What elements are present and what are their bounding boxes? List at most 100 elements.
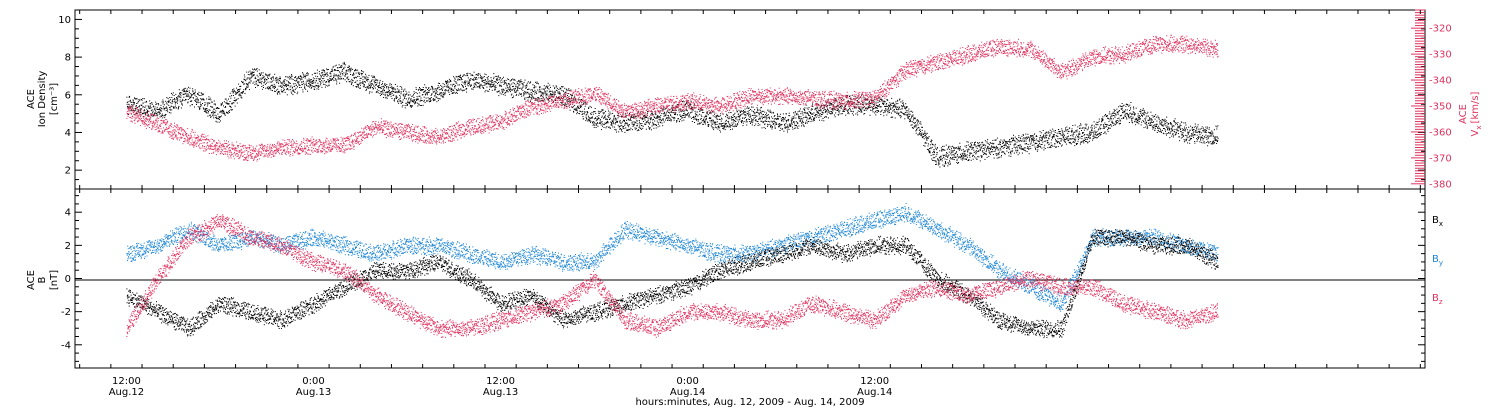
ion-density-series-point [700, 109, 702, 111]
ion-density-series-point [530, 96, 532, 98]
ion-density-series-point [948, 147, 950, 149]
ion-density-series-point [518, 92, 520, 94]
ion-density-series-point [306, 75, 308, 77]
ion-density-series-point [903, 113, 905, 114]
ion-density-series-point [931, 140, 933, 141]
ion-density-series-point [261, 80, 263, 82]
ion-density-series-point [585, 118, 587, 120]
ion-density-series-point [946, 159, 948, 160]
ion-density-series-point [371, 83, 373, 85]
ion-density-series-point [237, 98, 239, 100]
ion-density-series-point [410, 106, 412, 108]
ion-density-series-point [350, 83, 352, 85]
ion-density-series-point [887, 112, 889, 114]
ion-density-series-point [932, 159, 934, 161]
ion-density-series-point [289, 82, 291, 84]
ion-density-series-point [215, 108, 217, 109]
ion-density-series-point [383, 85, 385, 87]
ion-density-series-point [1030, 135, 1032, 137]
ion-density-series-point [783, 130, 785, 132]
ion-density-series-point [323, 70, 325, 72]
ion-density-series-point [500, 85, 502, 87]
ion-density-series-point [760, 118, 761, 120]
ion-density-series-point [705, 116, 706, 118]
ion-density-series-point [1029, 146, 1031, 147]
ion-density-series-point [602, 112, 604, 114]
ion-density-series-point [562, 86, 564, 88]
ion-density-series-point [261, 86, 263, 87]
ion-density-series-point [755, 119, 757, 120]
ion-density-series-point [402, 91, 404, 92]
ion-density-series-point [266, 82, 267, 84]
ion-density-series-point [1026, 136, 1028, 138]
ion-density-series-point [1053, 130, 1055, 132]
ion-density-series-point [220, 103, 222, 105]
ion-density-series-point [484, 84, 486, 86]
ion-density-series-point [416, 98, 418, 100]
ion-density-series-point [664, 114, 666, 116]
ion-density-series-point [220, 110, 222, 112]
ion-density-series-point [206, 112, 208, 114]
ion-density-series-point [302, 76, 304, 78]
ion-density-series-point [371, 79, 373, 81]
ion-density-series-point [330, 75, 332, 77]
ion-density-series-point [952, 151, 954, 153]
ion-density-series-point [657, 123, 659, 125]
ion-density-series-point [305, 81, 307, 83]
ion-density-series-point [1057, 146, 1059, 148]
ion-density-series-point [375, 79, 377, 81]
ion-density-series-point [604, 116, 606, 118]
ion-density-series-point [743, 110, 744, 111]
ion-density-series-point [216, 116, 218, 118]
ion-density-series-point [326, 73, 328, 75]
ion-density-series-point [234, 105, 236, 107]
ion-density-series-point [542, 100, 544, 102]
ion-density-series-point [217, 107, 219, 109]
ion-density-series-point [350, 74, 351, 75]
ion-density-series-point [395, 95, 397, 97]
ion-density-series-point [724, 122, 726, 124]
ion-density-series-point [294, 92, 296, 93]
ion-density-series-point [180, 107, 182, 109]
ion-density-series-point [682, 114, 684, 116]
ion-density-series-point [524, 79, 526, 81]
ion-density-series-point [228, 111, 230, 113]
ion-density-series-point [179, 92, 181, 94]
ion-density-series-point [934, 143, 936, 145]
ion-density-series-point [324, 70, 325, 72]
ion-density-series-point [1039, 131, 1041, 133]
ion-density-series-point [450, 84, 452, 86]
ion-density-series-point [883, 102, 885, 104]
ion-density-series-point [600, 111, 602, 113]
ion-density-series-point [445, 89, 447, 91]
ion-density-series-point [622, 113, 624, 115]
ion-density-series-point [151, 102, 153, 103]
ion-density-series-point [211, 102, 213, 103]
ion-density-series-point [323, 74, 325, 76]
ion-density-series-point [406, 103, 408, 105]
ion-density-series-point [689, 116, 691, 118]
ion-density-series-point [959, 142, 961, 144]
ion-density-series-point [616, 118, 618, 120]
ion-density-series-point [573, 111, 575, 113]
ion-density-series-point [400, 93, 402, 95]
ion-density-series-point [970, 143, 972, 145]
ion-density-series-point [936, 152, 938, 154]
ion-density-series-point [591, 116, 593, 118]
ion-density-series-point [355, 72, 357, 74]
ion-density-series-point [1003, 145, 1005, 146]
ion-density-series-point [971, 149, 973, 150]
ion-density-series-point [399, 91, 401, 93]
ion-density-series-point [1044, 144, 1046, 146]
ion-density-series-point [245, 87, 247, 89]
ion-density-series-point [584, 105, 586, 107]
ion-density-series-point [238, 94, 240, 96]
ion-density-series-point [770, 126, 772, 128]
ion-density-series-point [594, 117, 596, 119]
ion-density-series-point [833, 114, 835, 116]
ion-density-series-point [165, 107, 167, 109]
ion-density-series-point [405, 90, 407, 92]
ion-density-series-point [612, 112, 614, 114]
ion-density-series-point [532, 96, 534, 98]
ion-density-series-point [928, 149, 930, 151]
